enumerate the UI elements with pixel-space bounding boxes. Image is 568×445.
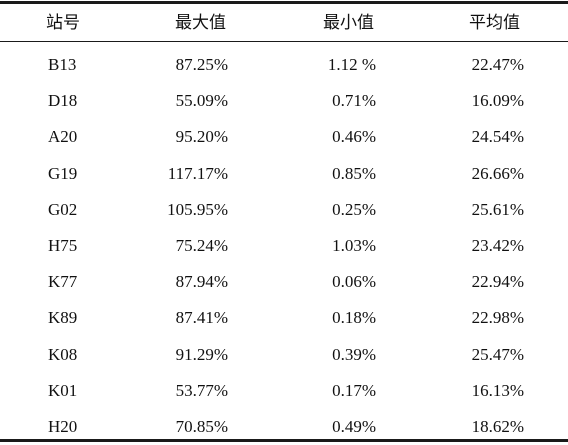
cell-min: 0.46% (332, 127, 376, 147)
cell-max: 95.20% (175, 127, 228, 147)
table-row: D18 55.09% 0.71% 16.09% (0, 83, 568, 119)
cell-avg: 25.61% (471, 199, 524, 219)
cell-station: K08 (48, 344, 78, 364)
cell-min: 0.17% (332, 380, 376, 400)
cell-station: H20 (48, 417, 78, 436)
cell-min: 0.85% (332, 163, 376, 183)
table-bottom-rule (0, 439, 568, 442)
cell-max: 87.41% (175, 308, 228, 328)
cell-min: 0.71% (332, 91, 376, 111)
cell-station: A20 (48, 127, 78, 147)
cell-avg: 26.66% (471, 163, 524, 183)
cell-min: 0.25% (332, 199, 376, 219)
cell-min: 0.39% (332, 344, 376, 364)
table-row: K08 91.29% 0.39% 25.47% (0, 337, 568, 373)
cell-station: K89 (48, 308, 78, 328)
cell-station: H75 (48, 236, 78, 255)
cell-min: 1.03% (332, 236, 376, 255)
cell-max: 75.24% (175, 236, 228, 255)
cell-station: G02 (48, 199, 78, 219)
cell-max: 105.95% (167, 199, 228, 219)
header-avg: 平均值 (469, 13, 520, 32)
cell-station: G19 (48, 163, 78, 183)
cell-avg: 22.94% (471, 272, 524, 292)
cell-station: B13 (48, 55, 77, 74)
cell-min: 0.18% (332, 308, 376, 328)
cell-min: 0.49% (332, 417, 376, 436)
table-row: G02 105.95% 0.25% 25.61% (0, 192, 568, 228)
table-row: A20 95.20% 0.46% 24.54% (0, 119, 568, 155)
cell-max: 70.85% (175, 417, 228, 436)
cell-station: K01 (48, 380, 78, 400)
cell-max: 87.94% (175, 272, 228, 292)
header-station: 站号 (46, 13, 80, 32)
cell-max: 87.25% (175, 55, 228, 74)
cell-avg: 18.62% (471, 417, 524, 436)
header-min: 最小值 (323, 13, 374, 32)
header-max: 最大值 (175, 13, 226, 32)
table-row: G19 117.17% 0.85% 26.66% (0, 156, 568, 192)
cell-avg: 16.13% (471, 380, 524, 400)
table-row: K89 87.41% 0.18% 22.98% (0, 300, 568, 336)
table-row: H20 70.85% 0.49% 18.62% (0, 409, 568, 445)
cell-max: 55.09% (175, 91, 228, 111)
cell-avg: 22.98% (471, 308, 524, 328)
cell-min: 0.06% (332, 272, 376, 292)
table-row: B13 87.25% 1.12 % 22.47% (0, 47, 568, 83)
cell-avg: 24.54% (471, 127, 524, 147)
table-header-row: 站号 最大值 最小值 平均值 (0, 4, 568, 41)
cell-max: 117.17% (167, 163, 228, 183)
cell-max: 91.29% (175, 344, 228, 364)
cell-station: K77 (48, 272, 78, 292)
cell-avg: 22.47% (471, 55, 524, 74)
table-row: K77 87.94% 0.06% 22.94% (0, 264, 568, 300)
cell-avg: 16.09% (471, 91, 524, 111)
cell-min: 1.12 % (327, 55, 376, 74)
cell-avg: 23.42% (471, 236, 524, 255)
table-row: H75 75.24% 1.03% 23.42% (0, 228, 568, 264)
table-row: K01 53.77% 0.17% 16.13% (0, 373, 568, 409)
cell-station: D18 (48, 91, 78, 111)
cell-avg: 25.47% (471, 344, 524, 364)
table-header-rule (0, 41, 568, 42)
table-top-rule (0, 1, 568, 4)
cell-max: 53.77% (175, 380, 228, 400)
